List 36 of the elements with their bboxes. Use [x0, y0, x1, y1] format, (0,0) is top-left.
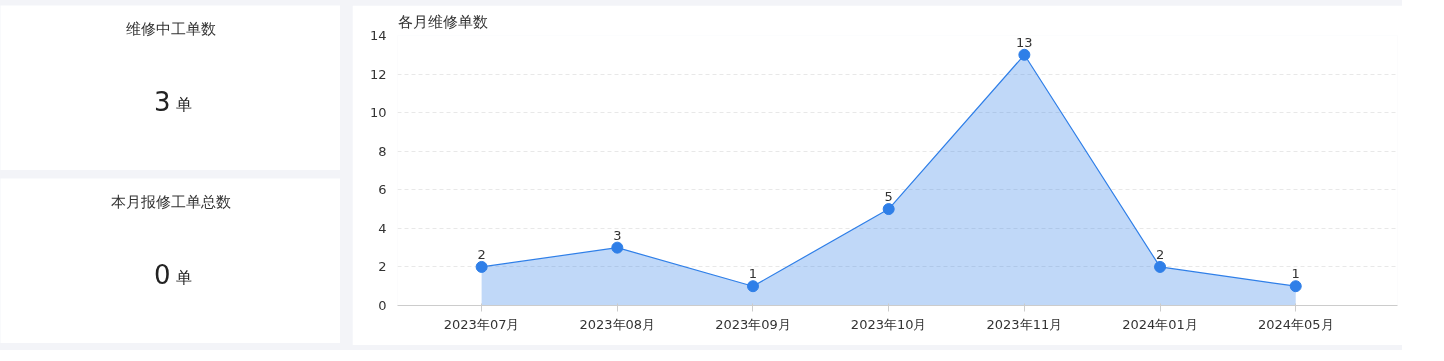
x-tick-label: 2023年10月 [850, 316, 927, 332]
point [747, 280, 759, 293]
data-label: 1 [748, 266, 758, 282]
text: 3 [153, 87, 171, 118]
data-label: 5 [884, 189, 893, 205]
point [1018, 48, 1031, 61]
data-label: 13 [1016, 34, 1033, 50]
x-tick-label: 2023年07月 [443, 316, 520, 332]
y-tick-label: 2 [378, 259, 387, 275]
data-label: 2 [477, 246, 486, 262]
y-tick-label: 14 [369, 28, 387, 43]
x-tick-label: 2024年05月 [1257, 316, 1334, 332]
y-tick-label: 4 [378, 220, 387, 236]
text: 0 [153, 260, 171, 291]
point [475, 260, 488, 273]
data-label: 1 [1291, 266, 1300, 282]
point [1289, 280, 1302, 293]
x-tick-label: 2023年08月 [579, 316, 656, 332]
point [1154, 260, 1167, 273]
text: 单 [175, 268, 192, 287]
x-tick-label: 2023年09月 [715, 316, 791, 332]
y-tick-label: 10 [369, 105, 387, 121]
point [611, 241, 624, 254]
text: 本月报修工单总数 [110, 192, 231, 211]
y-tick-label: 12 [369, 66, 387, 82]
point [882, 203, 895, 216]
chart-title: 各月维修单数 [397, 12, 488, 31]
y-tick-label: 0 [378, 298, 387, 313]
data-label: 3 [613, 227, 622, 243]
text: 维修中工单数 [125, 19, 216, 38]
text: 单 [175, 95, 192, 114]
data-label: 2 [1155, 246, 1165, 262]
x-tick-label: 2023年11月 [986, 316, 1063, 332]
y-tick-label: 8 [378, 143, 387, 159]
x-tick-label: 2024年01月 [1122, 316, 1198, 332]
y-tick-label: 6 [378, 182, 387, 198]
